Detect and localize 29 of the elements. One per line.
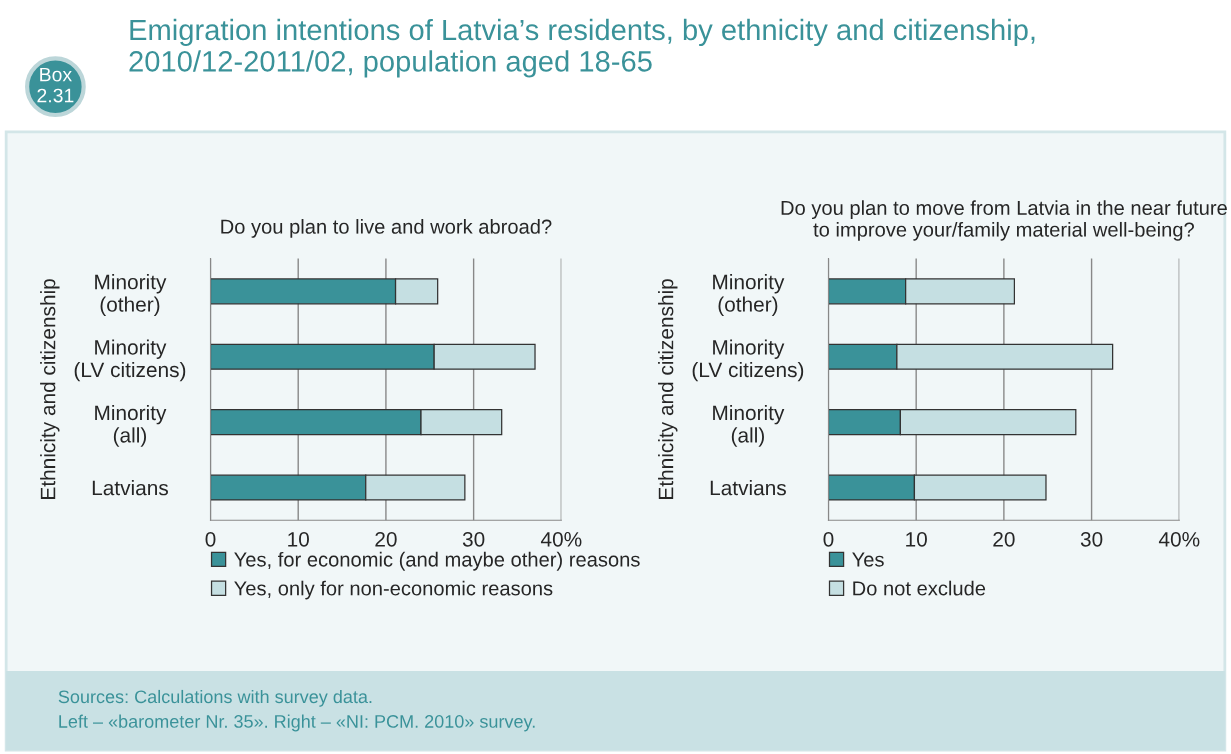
x-tick-label: 40% <box>1158 531 1200 547</box>
chart-subtitle: Do you plan to move from Latvia in the near future to improve your/family material well-being? <box>781 200 1227 241</box>
x-tick-label: 40% <box>540 531 582 547</box>
y-tick-label: Minority (other) <box>713 274 785 316</box>
legend-label: Yes <box>852 552 884 567</box>
y-tick-label: Minority (LV citizens) <box>692 339 804 382</box>
x-tick-label: 10 <box>288 531 309 547</box>
chart-title: Emigration intentions of Latvia’s residents, by ethnicity and citizenship, 2010/12-2011/02, population aged 18-65 <box>129 18 1035 78</box>
y-axis-title: Ethnicity and citizenship <box>658 279 678 499</box>
x-tick-label: 0 <box>205 531 216 547</box>
x-tick-label: 30 <box>462 531 485 547</box>
x-tick-label: 10 <box>906 531 927 547</box>
x-tick-label: 30 <box>1080 531 1103 547</box>
x-tick-label: 0 <box>823 531 834 547</box>
source-note: Sources: Calculations with survey data. Left – «barometer Nr. 35». Right – «NI: PCM. 2010» survey. <box>58 689 535 732</box>
x-tick-label: 20 <box>375 531 397 547</box>
legend-label: Yes, only for non-economic reasons <box>234 580 553 600</box>
legend-label: Do not exclude <box>853 580 986 596</box>
y-tick-label: Minority (all) <box>95 404 167 447</box>
x-tick-label: 20 <box>993 531 1015 547</box>
y-tick-label: Latvians <box>92 480 168 496</box>
legend-label: Yes, for economic (and maybe other) reasons <box>234 551 640 571</box>
y-axis-title: Ethnicity and citizenship <box>40 279 60 499</box>
y-tick-label: Minority (other) <box>95 274 167 316</box>
text: Box 2.31 <box>37 67 74 103</box>
chart-subtitle: Do you plan to live and work abroad? <box>221 219 552 238</box>
y-tick-label: Minority (all) <box>713 404 785 447</box>
y-tick-label: Minority (LV citizens) <box>74 339 186 382</box>
y-tick-label: Latvians <box>710 480 786 496</box>
